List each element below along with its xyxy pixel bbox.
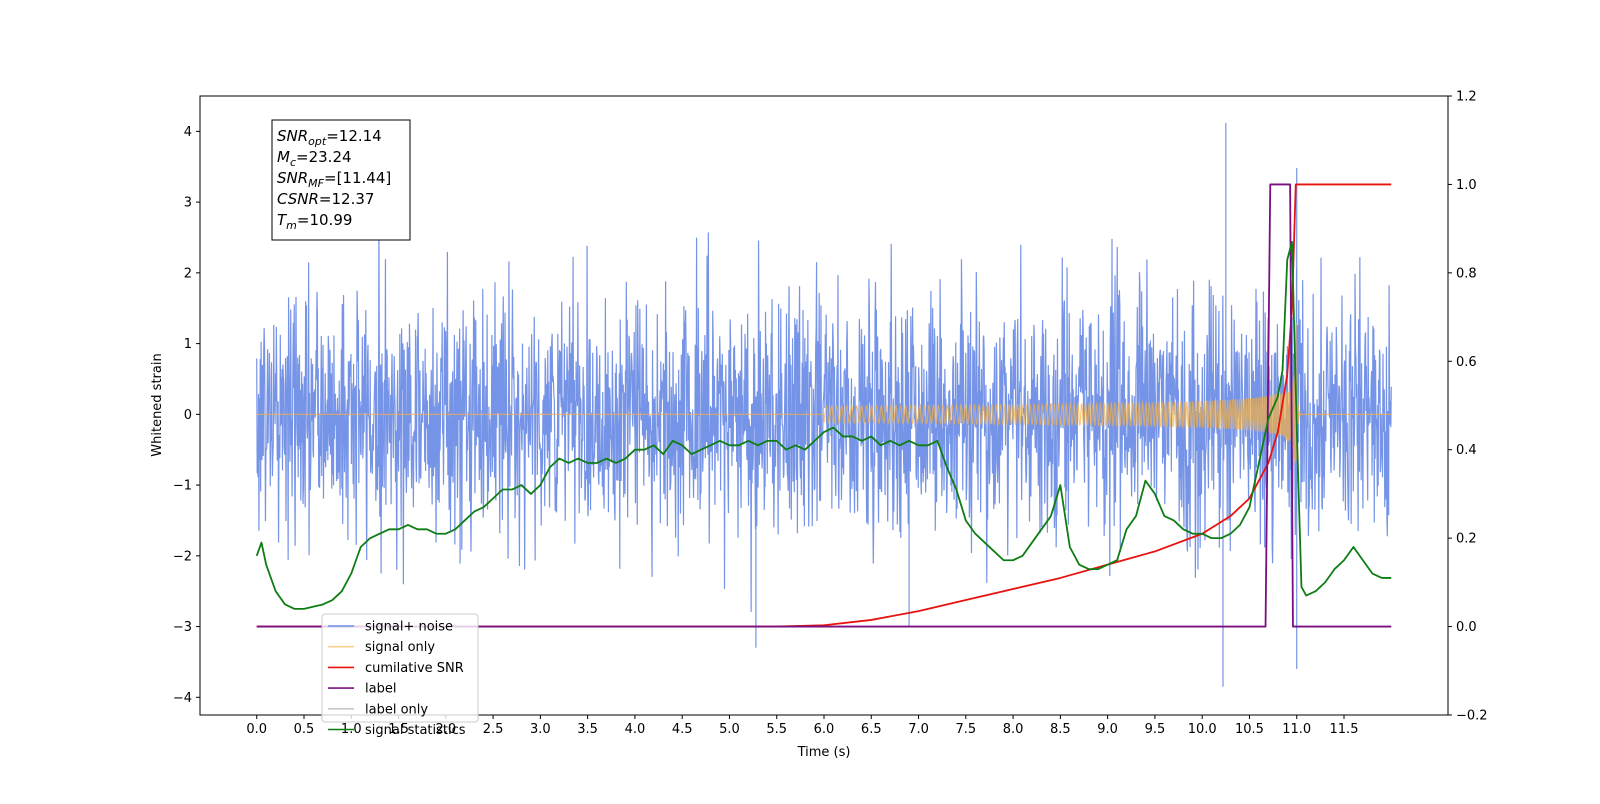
legend-entry-label-only: label only <box>328 702 428 717</box>
legend: signal+ noise signal only cumilative SNR la… <box>321 613 479 738</box>
x-tick-label: 11.5 <box>1330 722 1359 737</box>
x-tick-label: 8.5 <box>1050 722 1071 737</box>
y2-tick-label: 0.2 <box>1456 532 1477 547</box>
x-axis: 0.0 0.5 1.0 1.5 2.0 2.5 3.0 3.5 4.0 4.5 5.0 5.5 6.0 6… <box>246 715 1358 737</box>
legend-label: signal only <box>365 640 435 655</box>
series-line-signal-only <box>256 322 1392 463</box>
annotation-symbol: SNR <box>277 127 308 145</box>
x-tick-label: 10.0 <box>1188 722 1217 737</box>
x-tick-label: 3.5 <box>577 722 598 737</box>
x-tick-label: 3.0 <box>530 722 551 737</box>
x-tick-label: 0.5 <box>294 722 315 737</box>
x-tick-label: 7.0 <box>908 722 929 737</box>
y2-tick-label: 0.4 <box>1456 443 1477 458</box>
x-tick-label: 0.0 <box>246 722 267 737</box>
y2-tick-label: 0.0 <box>1456 620 1477 635</box>
annotation-line: CSNR=12.37 <box>277 190 374 208</box>
annotation-line: SNRMF=[11.44] <box>277 169 391 190</box>
x-tick-label: 11.0 <box>1282 722 1311 737</box>
x-tick-label: 7.5 <box>955 722 976 737</box>
x-tick-label: 1.5 <box>388 722 409 737</box>
annotation-value: =[11.44] <box>324 169 391 187</box>
y-tick-label: 3 <box>184 196 192 211</box>
legend-label: signal statistics <box>365 723 466 738</box>
x-tick-label: 4.5 <box>672 722 693 737</box>
annotation-symbol: M <box>277 148 290 166</box>
legend-label: cumilative SNR <box>365 661 464 676</box>
x-tick-label: 10.5 <box>1235 722 1264 737</box>
y-tick-label: 2 <box>184 266 192 281</box>
legend-entry-signal-noise: signal+ noise <box>328 620 453 635</box>
x-tick-label: 6.5 <box>861 722 882 737</box>
x-tick-label: 5.5 <box>766 722 787 737</box>
y-axis-label: Whitened strain <box>150 353 165 456</box>
annotation-value: =10.99 <box>297 211 353 229</box>
legend-label: label <box>365 682 396 697</box>
y-axis-right: −0.2 0.0 0.2 0.4 0.6 0.8 1.0 1.2 <box>1448 90 1488 724</box>
legend-entry-cumilative-snr: cumilative SNR <box>328 661 464 676</box>
legend-label: label only <box>365 702 428 717</box>
series-line-signal-noise <box>256 122 1392 687</box>
annotation-symbol: SNR <box>277 169 308 187</box>
legend-entry-signal-only: signal only <box>328 640 435 655</box>
y-tick-label: −2 <box>173 549 192 564</box>
x-tick-label: 2.5 <box>483 722 504 737</box>
y-tick-label: −3 <box>173 620 192 635</box>
annotation-symbol: CSNR <box>277 190 319 208</box>
plot-area <box>199 95 1449 716</box>
y2-tick-label: 0.6 <box>1456 355 1477 370</box>
x-axis-label: Time (s) <box>797 745 851 760</box>
y-tick-label: 4 <box>184 125 192 140</box>
annotation-subscript: c <box>290 156 296 169</box>
annotation-symbol: T <box>277 211 288 229</box>
annotation-line: Mc=23.24 <box>277 148 352 169</box>
annotation-value: =12.14 <box>326 127 382 145</box>
y2-tick-label: 0.8 <box>1456 266 1477 281</box>
series-line-label <box>256 183 1392 628</box>
y-tick-label: 1 <box>184 337 192 352</box>
annotation-subscript: opt <box>308 135 327 148</box>
annotation-box: SNRopt=12.14Mc=23.24SNRMF=[11.44]CSNR=12… <box>271 119 411 241</box>
y-tick-label: 0 <box>184 408 192 423</box>
annotation-value: =12.37 <box>319 190 375 208</box>
y-axis-left: −4 −3 −2 −1 0 1 2 3 4 <box>173 125 200 706</box>
legend-frame <box>321 613 479 723</box>
annotation-value: =23.24 <box>296 148 352 166</box>
x-tick-label: 2.0 <box>435 722 456 737</box>
series-layer <box>255 122 1392 687</box>
y2-tick-label: 1.0 <box>1456 178 1477 193</box>
x-tick-label: 5.0 <box>719 722 740 737</box>
x-tick-label: 4.0 <box>625 722 646 737</box>
legend-entry-label: label <box>328 682 396 697</box>
series-line-signal-statistics <box>255 241 1392 610</box>
x-tick-label: 9.5 <box>1145 722 1166 737</box>
annotation-frame <box>271 119 411 241</box>
annotation-subscript: MF <box>308 177 324 190</box>
y-tick-label: −1 <box>173 479 192 494</box>
x-tick-label: 9.0 <box>1097 722 1118 737</box>
x-tick-label: 6.0 <box>814 722 835 737</box>
y2-tick-label: 1.2 <box>1456 90 1477 105</box>
y2-tick-label: −0.2 <box>1456 709 1488 724</box>
legend-entry-signal-statistics: signal statistics <box>328 723 466 738</box>
annotation-line: Tm=10.99 <box>277 211 352 232</box>
annotation-subscript: m <box>286 219 297 232</box>
legend-label: signal+ noise <box>365 620 453 635</box>
y-tick-label: −4 <box>173 691 192 706</box>
x-tick-label: 8.0 <box>1003 722 1024 737</box>
annotation-line: SNRopt=12.14 <box>277 127 382 148</box>
